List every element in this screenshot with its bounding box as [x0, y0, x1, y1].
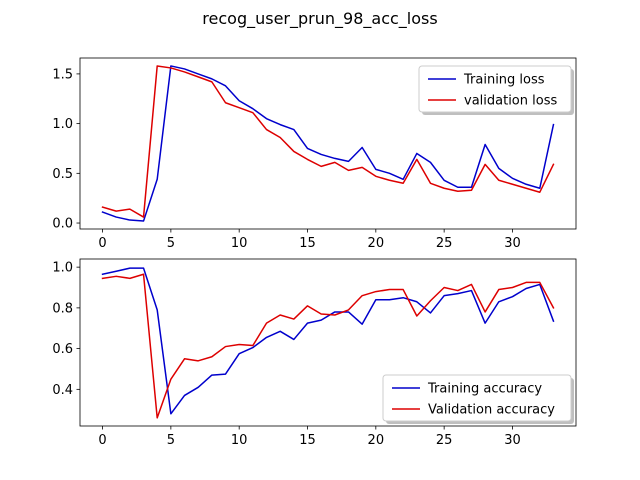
accuracy-x-tick-label-1: 5 — [167, 433, 175, 448]
accuracy-legend: Training accuracy Validation accuracy — [382, 374, 574, 424]
accuracy-legend-box — [382, 374, 572, 422]
accuracy-x-tick-label-3: 15 — [299, 433, 316, 448]
accuracy-y-tick-label-1: 0.6 — [52, 342, 73, 357]
loss-y-tick-label-1: 0.5 — [52, 167, 73, 182]
accuracy-subplot: 0 5 10 15 20 25 30 0.4 0.6 0.8 1.0 Training accurac… — [52, 258, 577, 448]
loss-x-tick-label-5: 25 — [436, 236, 453, 251]
accuracy-series-0-line — [101, 267, 555, 415]
accuracy-x-tick-label-2: 10 — [231, 433, 248, 448]
accuracy-axes-frame — [79, 258, 577, 427]
accuracy-x-tick-label-6: 30 — [504, 433, 521, 448]
loss-series-1-line — [101, 65, 555, 218]
loss-x-tick-label-0: 0 — [98, 236, 106, 251]
accuracy-x-tick-label-4: 20 — [368, 433, 385, 448]
accuracy-y-tick-label-3: 1.0 — [52, 261, 73, 276]
accuracy-y-tick-label-0: 0.4 — [52, 383, 73, 398]
accuracy-y-tick-label-2: 0.8 — [52, 301, 73, 316]
accuracy-x-tick-label-5: 25 — [436, 433, 453, 448]
loss-x-tick-label-3: 15 — [299, 236, 316, 251]
loss-legend-label-0: Training loss — [463, 73, 545, 88]
loss-y-tick-label-3: 1.5 — [52, 67, 73, 82]
loss-axes-frame — [79, 57, 577, 230]
loss-y-tick-label-0: 0.0 — [52, 217, 73, 232]
loss-x-tick-label-1: 5 — [167, 236, 175, 251]
loss-series-0-line — [101, 65, 555, 222]
loss-legend: Training loss validation loss — [418, 65, 574, 115]
loss-legend-box — [418, 65, 572, 113]
loss-x-tick-label-4: 20 — [368, 236, 385, 251]
loss-subplot: 0 5 10 15 20 25 30 0.0 0.5 1.0 1.5 Training loss val… — [52, 57, 577, 251]
loss-y-tick-label-2: 1.0 — [52, 117, 73, 132]
accuracy-series-1-line — [101, 273, 555, 419]
accuracy-legend-label-1: Validation accuracy — [428, 403, 555, 418]
accuracy-x-tick-label-0: 0 — [98, 433, 106, 448]
loss-x-tick-label-6: 30 — [504, 236, 521, 251]
accuracy-legend-label-0: Training accuracy — [427, 382, 542, 397]
loss-legend-label-1: validation loss — [464, 94, 557, 109]
loss-x-tick-label-2: 10 — [231, 236, 248, 251]
figure-title: recog_user_prun_98_acc_loss — [202, 9, 437, 29]
